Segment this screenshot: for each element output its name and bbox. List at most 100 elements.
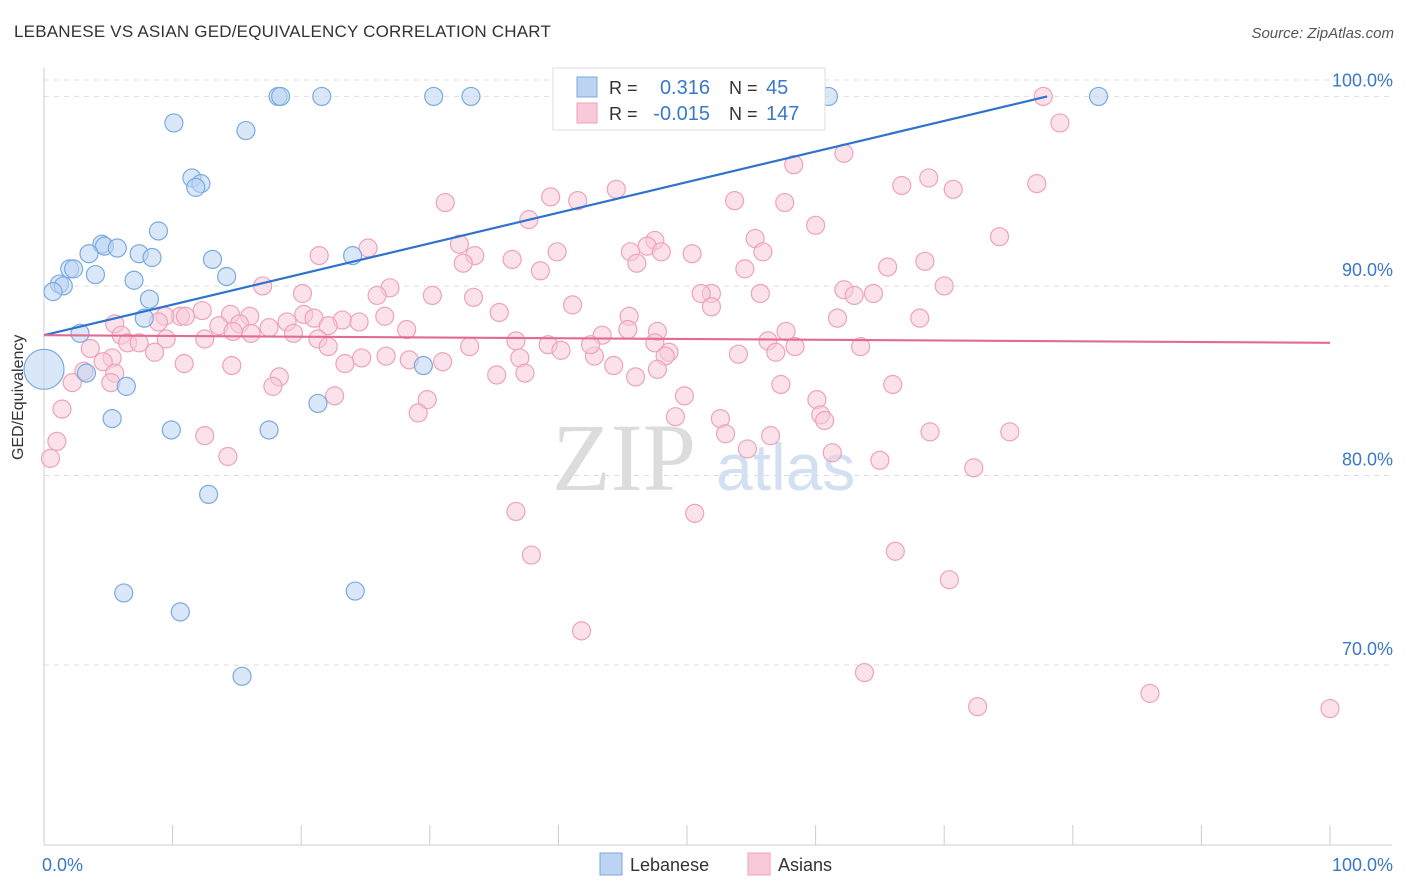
asians-point [691, 283, 711, 304]
asians-point [562, 295, 583, 315]
asians-point [129, 333, 149, 353]
lebanese-trend-line [43, 95, 1048, 337]
asians-point [253, 276, 273, 296]
asians-point [502, 249, 522, 270]
asians-point [408, 403, 428, 423]
asians-point [737, 439, 758, 459]
asians-point [625, 367, 646, 387]
asians-point [915, 251, 935, 271]
n-value: 147 [766, 103, 799, 125]
asians-point [292, 283, 313, 304]
asians-point [241, 323, 261, 343]
asians-point [551, 340, 571, 360]
asians-point [174, 354, 194, 374]
asians-point [753, 242, 773, 262]
asians-point [263, 376, 283, 396]
asians-point [349, 312, 369, 332]
lebanese-point [85, 264, 106, 285]
asians-point [62, 372, 82, 393]
y-tick-label: 70.0% [1342, 639, 1393, 659]
r-value: -0.015 [653, 103, 710, 125]
asians-point [920, 422, 940, 442]
lebanese-point [63, 259, 84, 279]
lebanese-point [413, 355, 433, 376]
asians-point [647, 359, 668, 379]
asians-point [964, 458, 984, 478]
r-value: 0.316 [660, 77, 710, 99]
asians-point [775, 192, 795, 213]
asians-point [665, 407, 686, 427]
asians-point [47, 431, 67, 451]
asians-point [805, 215, 826, 235]
grid-layer [44, 79, 1392, 666]
asians-point [283, 323, 304, 343]
asians-point [1320, 698, 1340, 719]
asians-point [728, 344, 749, 364]
asians-point [878, 257, 898, 277]
x-tick-label: 100.0% [1332, 855, 1393, 875]
n-value: 45 [766, 77, 788, 99]
asians-point [433, 352, 453, 372]
trend-layer [43, 95, 1331, 344]
asians-point [435, 192, 455, 213]
asians-point [885, 541, 905, 561]
asians-trend-line [43, 334, 1331, 344]
bottom-legend: Lebanese Asians [599, 852, 832, 876]
n-label: N = [729, 78, 758, 98]
asians-point [195, 329, 215, 349]
asians-point [989, 227, 1010, 247]
lebanese-point [1088, 86, 1109, 107]
legend-label-lebanese: Lebanese [630, 855, 709, 875]
asians-point [80, 338, 100, 359]
lebanese-point [199, 484, 219, 505]
asians-point [175, 306, 196, 326]
asians-point [854, 662, 875, 683]
stats-swatch [576, 102, 598, 124]
asians-point [487, 365, 507, 385]
lebanese-point [345, 581, 365, 601]
asians-point [506, 331, 526, 351]
asians-point [397, 319, 417, 340]
asians-point [547, 242, 567, 262]
asians-point [815, 410, 835, 431]
lebanese-point [271, 86, 291, 107]
asians-point [521, 545, 541, 565]
asians-point [568, 191, 588, 211]
lebanese-point [43, 282, 63, 302]
asians-point [750, 283, 770, 304]
lebanese-point [139, 289, 160, 309]
y-tick-label: 80.0% [1342, 449, 1393, 469]
lebanese-point [124, 270, 144, 290]
asians-point [515, 363, 535, 383]
asians-point [40, 448, 61, 468]
asians-point [453, 253, 473, 273]
asians-point [506, 501, 526, 522]
asians-point [530, 261, 550, 281]
lebanese-point [461, 86, 481, 107]
asians-point [318, 336, 338, 357]
stats-box-frame [552, 67, 826, 131]
asians-point [844, 285, 864, 306]
asians-point [375, 306, 395, 326]
asians-point [463, 287, 484, 307]
lebanese-point [79, 244, 99, 264]
asians-point [309, 246, 329, 266]
lebanese-point [217, 266, 237, 287]
r-label: R = [609, 78, 638, 98]
asians-point [735, 259, 755, 279]
lebanese-point [186, 177, 206, 197]
asians-point [367, 285, 387, 306]
asians-point [1050, 113, 1070, 133]
asians-point [827, 308, 848, 328]
asians-point [766, 342, 786, 362]
asians-point [685, 503, 705, 523]
axis-layer: 70.0% 80.0% 90.0% 100.0% 0.0% 100.0% [42, 68, 1393, 875]
asians-point [627, 253, 647, 273]
asians-point [352, 348, 372, 368]
asians-point [618, 319, 638, 340]
asians-point [218, 446, 238, 467]
lebanese-point [148, 221, 169, 241]
lebanese-point [259, 420, 279, 440]
lebanese-point [202, 249, 223, 270]
